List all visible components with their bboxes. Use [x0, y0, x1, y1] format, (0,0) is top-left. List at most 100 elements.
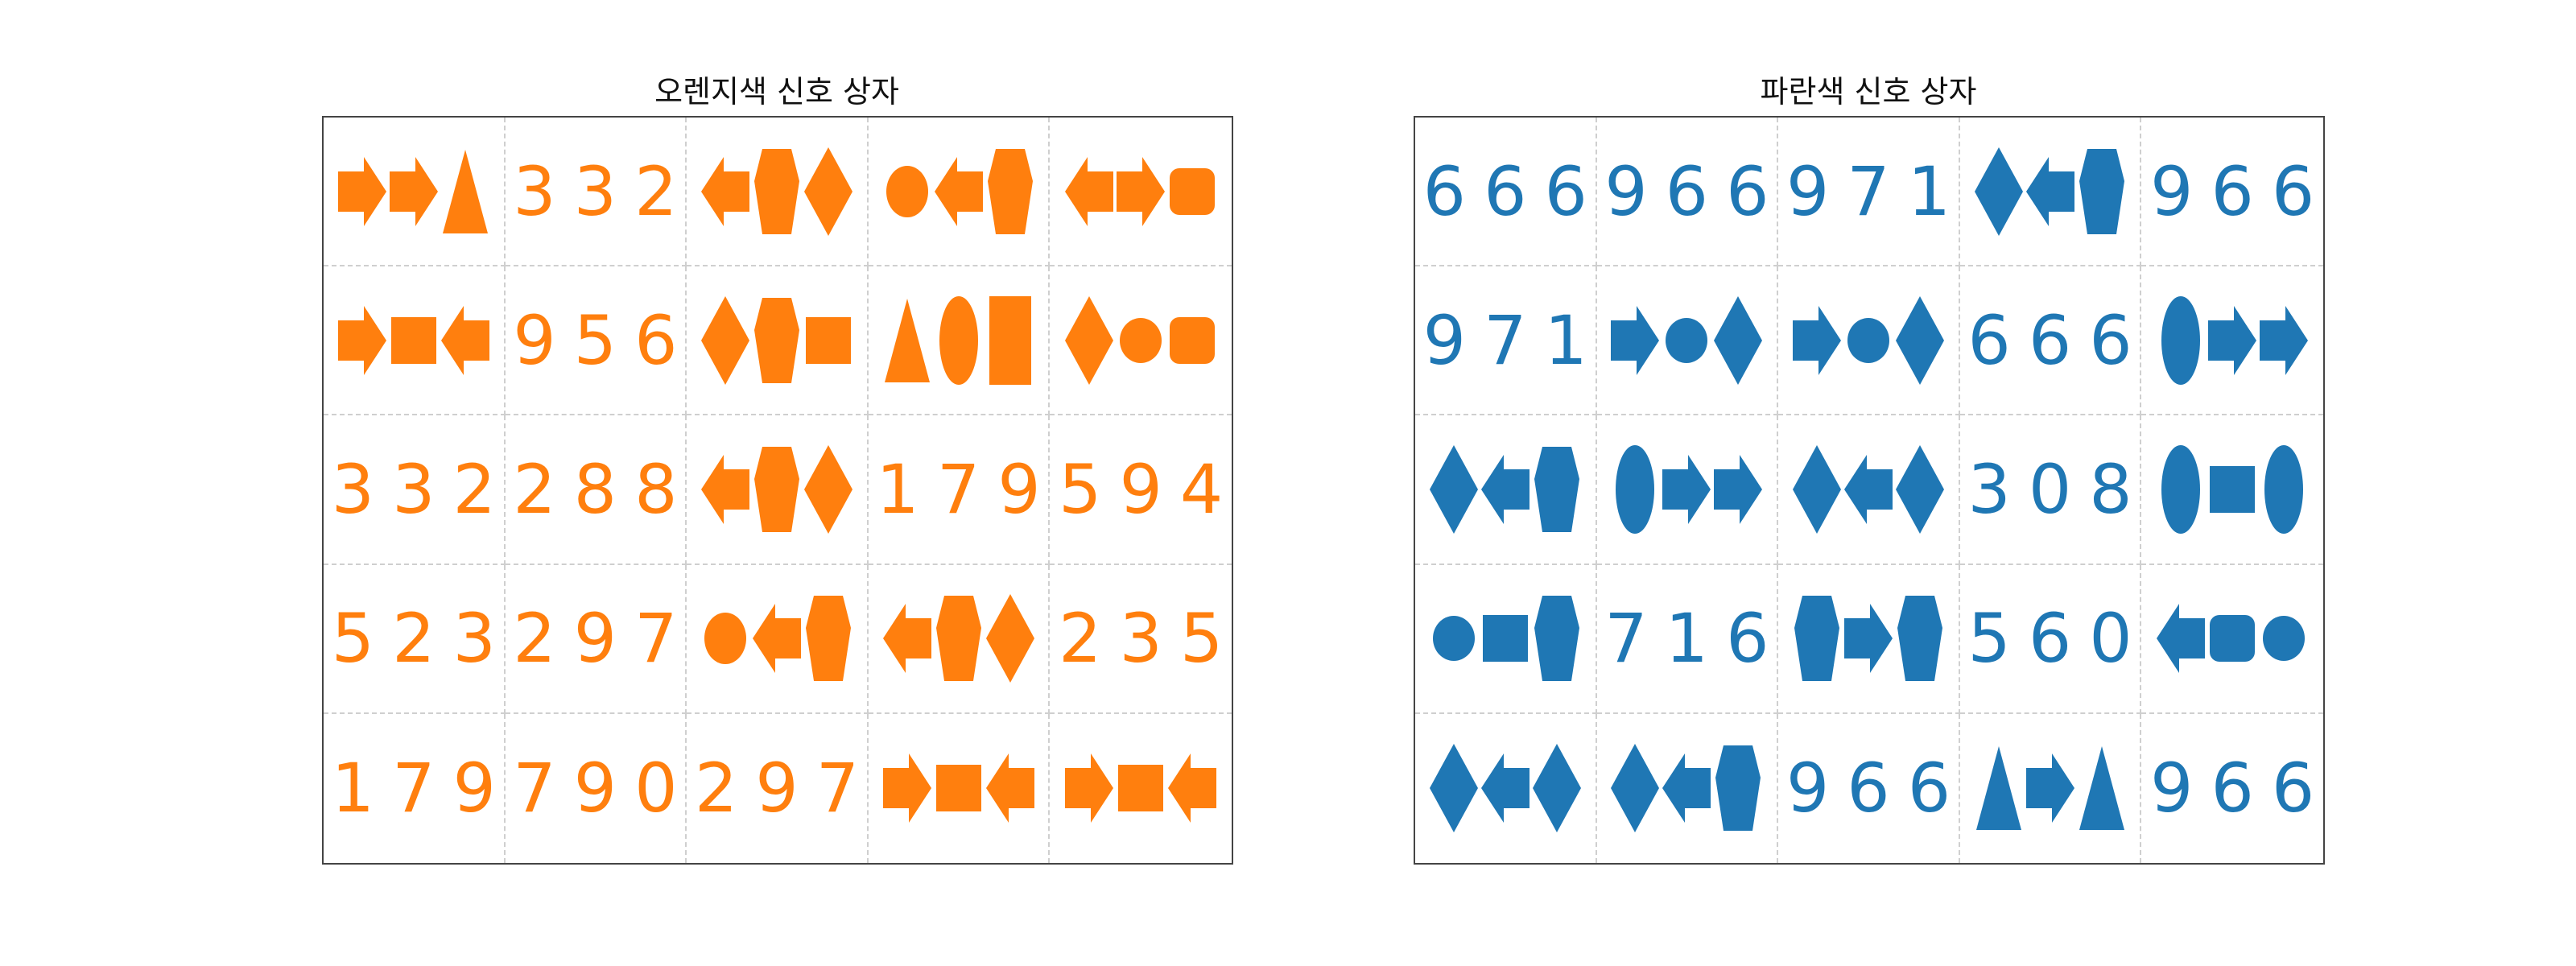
pentagon-shape	[1534, 596, 1579, 682]
signal-number: 560	[1967, 599, 2150, 679]
signal-shapes	[1616, 444, 1763, 534]
arrow-left-shape	[752, 604, 801, 674]
signal-cell	[687, 118, 869, 267]
signal-number: 297	[513, 599, 696, 679]
ellipse-tall-shape	[1616, 444, 1655, 534]
signal-number: 594	[1059, 449, 1241, 529]
ellipse-tall-shape	[2264, 444, 2304, 534]
panel-title: 오렌지색 신호 상자	[654, 74, 899, 109]
square-shape	[390, 316, 436, 364]
signal-cell	[1778, 564, 1960, 714]
pentagon-shape	[1715, 745, 1761, 832]
diamond-shape	[1429, 444, 1478, 534]
signal-cell: 179	[324, 713, 506, 863]
signal-cell: 666	[1959, 266, 2142, 416]
signal-shapes	[700, 444, 852, 534]
ellipse-tall-shape	[2161, 295, 2201, 385]
signal-number: 308	[1967, 449, 2150, 529]
diamond-shape	[1974, 147, 2023, 236]
arrow-left-shape	[2025, 156, 2074, 226]
signal-cell	[868, 266, 1051, 416]
signal-number: 966	[1604, 151, 1787, 231]
pentagon-shape	[805, 596, 851, 682]
signal-cell: 716	[1596, 564, 1779, 714]
signal-cell	[1596, 266, 1779, 416]
pentagon-shape	[987, 148, 1033, 234]
square-shape	[2210, 465, 2256, 513]
signal-cell	[1959, 118, 2142, 267]
arrow-right-shape	[1843, 604, 1893, 674]
rounded-square-shape	[1170, 316, 1216, 364]
signal-cell	[2141, 415, 2323, 565]
signal-number: 235	[1059, 599, 1241, 679]
signal-cell	[1415, 415, 1597, 565]
pentagon-shape	[2079, 148, 2124, 234]
signal-cell: 332	[505, 118, 687, 267]
ellipse-shape	[886, 165, 928, 217]
triangle-shape	[2079, 746, 2124, 831]
arrow-left-shape	[882, 604, 931, 674]
pentagon-shape	[1897, 596, 1942, 682]
diamond-shape	[700, 295, 749, 385]
signal-cell: 966	[2141, 118, 2323, 267]
orange-signal-panel: 오렌지색 신호 상자 332 956 332 288 179 594 523 297 235 17…	[322, 68, 1233, 865]
arrow-left-shape	[1168, 753, 1217, 824]
signal-number: 332	[331, 449, 514, 529]
arrow-left-shape	[1843, 454, 1893, 524]
arrow-left-shape	[2157, 604, 2206, 674]
arrow-left-shape	[1065, 156, 1114, 226]
signal-shapes	[886, 148, 1033, 234]
signal-cell	[687, 564, 869, 714]
signal-cell	[1050, 266, 1232, 416]
signal-cell: 790	[506, 713, 687, 863]
arrow-left-shape	[440, 305, 489, 375]
diamond-shape	[985, 594, 1034, 683]
signal-shapes	[700, 147, 852, 236]
signal-shapes	[1065, 295, 1216, 385]
signal-grid: 332 956 332 288 179 594 523 297 235 179 790 297	[322, 116, 1233, 865]
signal-shapes	[1432, 596, 1579, 682]
arrow-right-shape	[2025, 753, 2074, 824]
signal-shapes	[882, 594, 1034, 683]
signal-number: 297	[694, 749, 877, 828]
arrow-right-shape	[1117, 156, 1166, 226]
signal-cell: 523	[324, 564, 506, 714]
signal-cell	[1050, 714, 1232, 863]
signal-shapes	[1611, 295, 1763, 385]
signal-cell	[868, 118, 1051, 267]
signal-number: 332	[513, 151, 696, 231]
signal-cell: 594	[1050, 415, 1232, 565]
pentagon-shape	[753, 446, 799, 532]
diamond-shape	[1714, 295, 1763, 385]
signal-shapes	[1429, 444, 1579, 534]
arrow-left-shape	[934, 156, 983, 226]
signal-cell: 179	[868, 415, 1051, 565]
signal-number: 790	[513, 749, 696, 828]
signal-shapes	[1065, 156, 1216, 226]
arrow-left-shape	[1480, 454, 1530, 524]
pentagon-shape	[753, 148, 799, 234]
signal-number: 966	[2150, 151, 2333, 231]
signal-cell	[869, 713, 1051, 863]
pentagon-shape	[753, 297, 799, 383]
signal-cell	[324, 118, 506, 267]
signal-cell	[687, 415, 869, 565]
circle-shape	[1847, 317, 1889, 363]
diamond-shape	[1792, 444, 1841, 534]
signal-shapes	[1611, 744, 1761, 833]
arrow-left-shape	[985, 753, 1034, 824]
signal-cell: 288	[505, 415, 687, 565]
arrow-left-shape	[1480, 753, 1530, 824]
signal-cell	[1597, 713, 1779, 863]
square-shape	[1482, 615, 1528, 663]
rectangle-tall-shape	[989, 295, 1031, 385]
signal-cell	[1778, 266, 1960, 416]
signal-cell: 971	[1415, 266, 1597, 416]
arrow-right-shape	[1792, 305, 1841, 375]
square-shape	[935, 765, 981, 812]
signal-cell: 560	[1959, 564, 2142, 714]
signal-cell	[1415, 713, 1597, 863]
signal-shapes	[2161, 295, 2309, 385]
signal-cell	[2141, 266, 2323, 416]
arrow-right-shape	[1714, 454, 1763, 524]
